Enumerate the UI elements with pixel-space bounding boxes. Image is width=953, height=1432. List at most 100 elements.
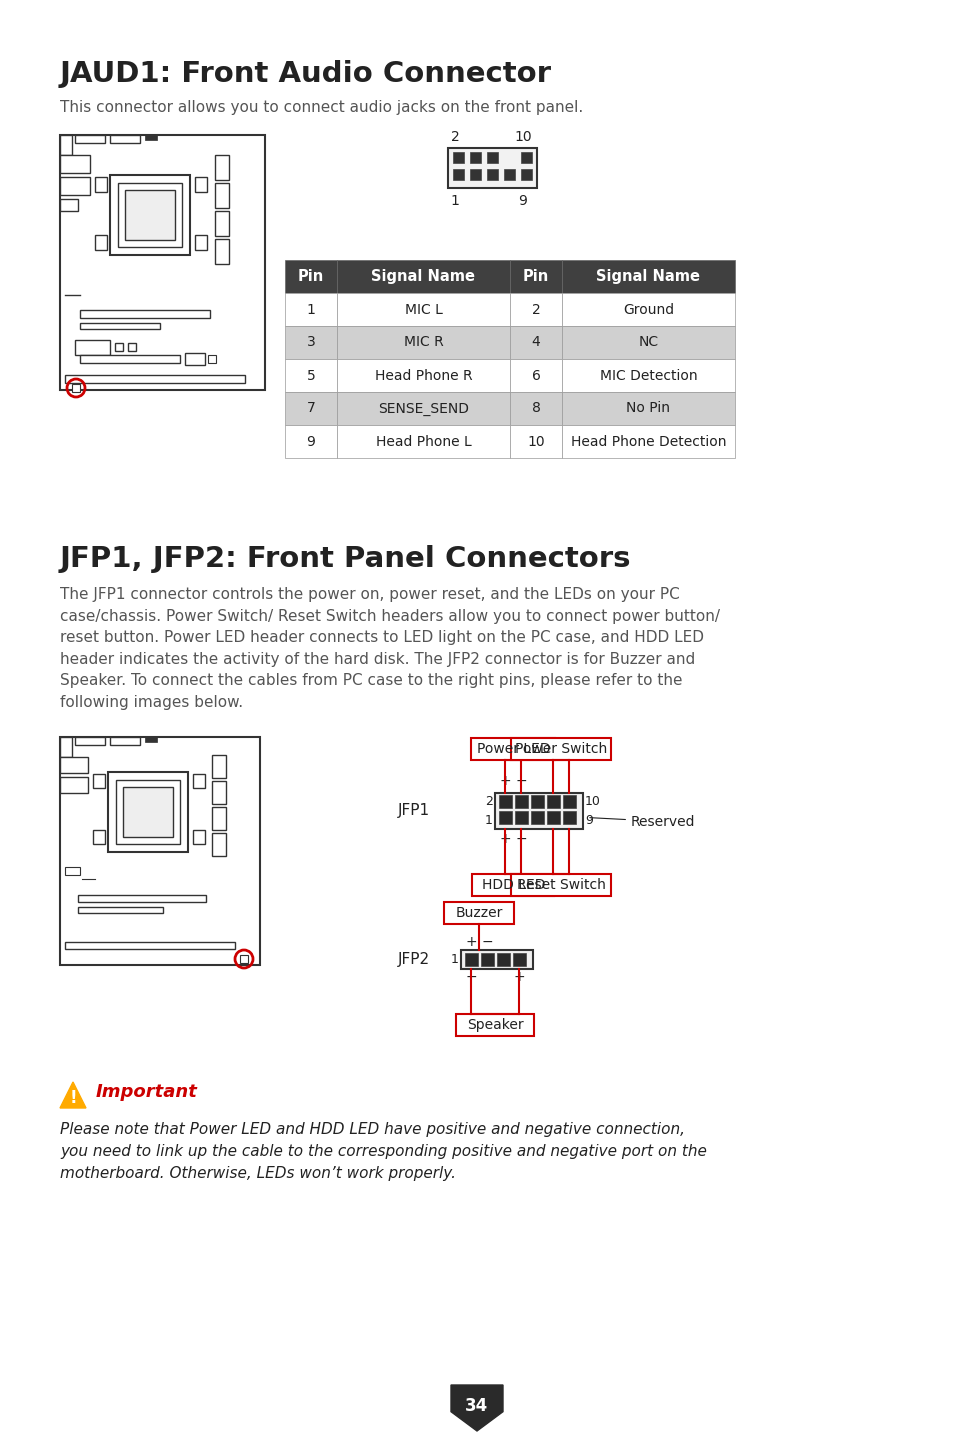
Text: HDD LED: HDD LED <box>481 878 545 892</box>
Text: +: + <box>499 775 511 788</box>
Text: Please note that Power LED and HDD LED have positive and negative connection,
yo: Please note that Power LED and HDD LED h… <box>60 1123 706 1181</box>
Bar <box>92 831 105 843</box>
Text: No Pin: No Pin <box>626 401 670 415</box>
Bar <box>65 375 245 382</box>
Polygon shape <box>60 1083 86 1108</box>
Text: !: ! <box>70 1090 77 1107</box>
Bar <box>60 778 88 793</box>
Text: Signal Name: Signal Name <box>371 269 475 284</box>
Bar <box>336 261 510 294</box>
Bar <box>285 261 336 294</box>
Bar <box>336 326 510 359</box>
Bar <box>75 737 105 745</box>
Bar <box>448 147 537 188</box>
Text: +: + <box>465 935 476 949</box>
Bar <box>60 178 90 195</box>
Bar <box>472 874 554 896</box>
Text: 1: 1 <box>451 954 458 967</box>
Bar <box>60 737 260 965</box>
Bar <box>561 425 734 458</box>
Text: 10: 10 <box>584 795 600 808</box>
Bar <box>108 772 188 852</box>
Text: Ground: Ground <box>622 302 674 316</box>
Text: 3: 3 <box>306 335 315 349</box>
Text: SENSE_SEND: SENSE_SEND <box>377 401 469 415</box>
Bar <box>75 339 110 355</box>
Bar <box>515 795 527 808</box>
Bar <box>80 324 160 329</box>
Bar <box>78 906 163 914</box>
Bar <box>240 955 248 962</box>
Text: Important: Important <box>96 1083 197 1101</box>
Text: +: + <box>513 969 525 984</box>
Bar <box>497 954 510 967</box>
Bar <box>212 808 226 831</box>
Text: 1: 1 <box>450 193 459 208</box>
Bar <box>145 135 157 140</box>
Text: Pin: Pin <box>522 269 549 284</box>
Bar <box>214 183 229 208</box>
Bar <box>78 895 206 902</box>
Text: 6: 6 <box>531 368 539 382</box>
Bar <box>185 354 205 365</box>
Text: 7: 7 <box>306 401 315 415</box>
Bar <box>561 392 734 425</box>
Text: The JFP1 connector controls the power on, power reset, and the LEDs on your PC
c: The JFP1 connector controls the power on… <box>60 587 720 710</box>
Text: MIC Detection: MIC Detection <box>599 368 697 382</box>
Bar <box>60 155 90 173</box>
Bar <box>65 942 234 949</box>
Bar <box>60 199 78 211</box>
Bar <box>194 235 207 251</box>
Bar <box>285 359 336 392</box>
Bar <box>116 780 180 843</box>
Bar <box>123 788 172 836</box>
Bar <box>193 831 205 843</box>
Bar <box>520 152 532 163</box>
Text: 9: 9 <box>584 813 592 828</box>
Text: 8: 8 <box>531 401 539 415</box>
Bar <box>510 359 561 392</box>
Text: Reset Switch: Reset Switch <box>517 878 605 892</box>
Text: 9: 9 <box>518 193 527 208</box>
Text: Speaker: Speaker <box>467 1018 523 1032</box>
Bar <box>511 874 611 896</box>
Bar <box>562 795 576 808</box>
Bar <box>60 737 71 758</box>
Text: 1: 1 <box>485 813 493 828</box>
Text: −: − <box>516 775 527 788</box>
Bar <box>486 152 497 163</box>
Text: JFP1, JFP2: Front Panel Connectors: JFP1, JFP2: Front Panel Connectors <box>60 546 631 573</box>
Bar <box>546 795 559 808</box>
Bar <box>194 178 207 192</box>
Bar <box>75 135 105 143</box>
Text: 10: 10 <box>527 434 544 448</box>
Text: 34: 34 <box>465 1398 488 1415</box>
Bar <box>510 261 561 294</box>
Bar <box>110 175 190 255</box>
Bar <box>214 155 229 180</box>
Text: NC: NC <box>638 335 658 349</box>
Text: Power LED: Power LED <box>476 742 550 756</box>
Text: JFP2: JFP2 <box>397 952 430 967</box>
Bar <box>471 737 555 760</box>
Bar <box>511 737 611 760</box>
Bar <box>125 190 174 241</box>
Bar <box>498 811 512 823</box>
Text: Buzzer: Buzzer <box>456 906 502 919</box>
Bar <box>110 135 140 143</box>
Bar <box>453 169 463 180</box>
Bar <box>336 294 510 326</box>
Bar <box>285 425 336 458</box>
Text: 2: 2 <box>485 795 493 808</box>
Bar <box>510 392 561 425</box>
Bar <box>561 294 734 326</box>
Bar <box>480 954 494 967</box>
Bar <box>60 135 265 390</box>
Bar <box>92 775 105 788</box>
Bar <box>456 1014 534 1035</box>
Bar <box>510 425 561 458</box>
Bar <box>214 239 229 263</box>
Text: 4: 4 <box>531 335 539 349</box>
Bar <box>515 811 527 823</box>
Bar <box>128 344 136 351</box>
